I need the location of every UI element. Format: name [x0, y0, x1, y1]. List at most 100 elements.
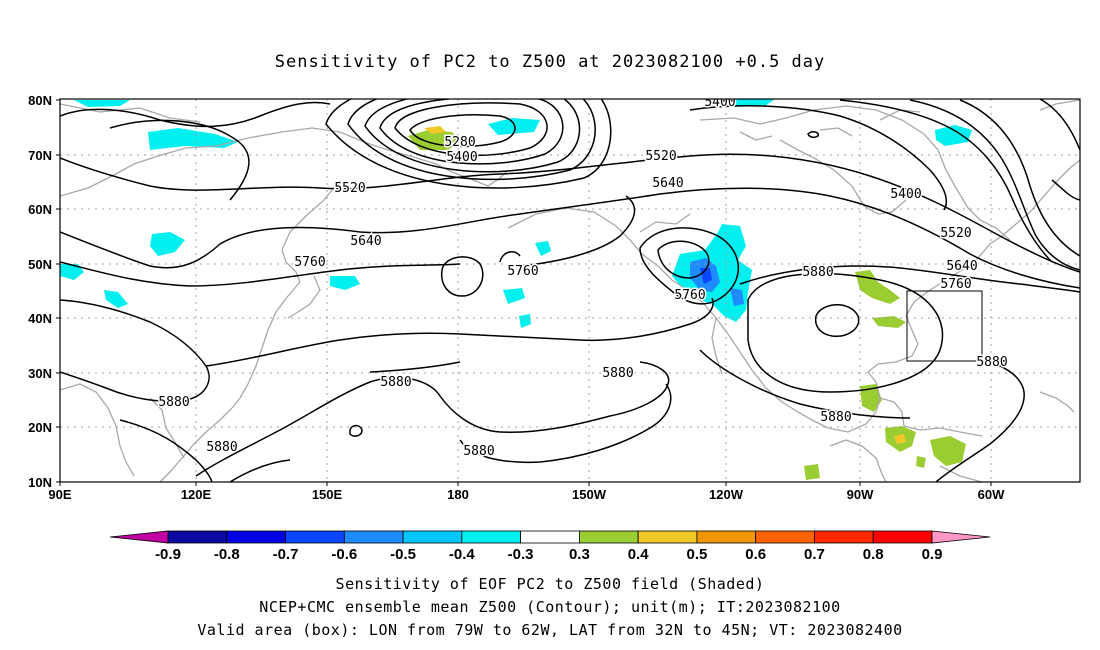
colorbar-label: 0.9 — [922, 546, 943, 563]
contour-label: 5880 — [802, 265, 833, 280]
colorbar-swatch — [755, 530, 815, 544]
coastline — [149, 397, 185, 459]
shade-positive — [930, 436, 966, 466]
colorbar-swatch — [285, 530, 345, 544]
contour-label: 5640 — [652, 176, 683, 191]
colorbar-label: -0.4 — [449, 546, 476, 563]
tick-marks — [56, 99, 992, 486]
contour-label: 5520 — [334, 181, 365, 196]
valid-area-box — [906, 290, 983, 362]
colorbar-swatch — [814, 530, 874, 544]
lon-tick-label: 60W — [978, 487, 1005, 502]
colorbar-label: 0.5 — [686, 546, 707, 563]
lon-tick-label: 180 — [447, 487, 469, 502]
shade-negative — [148, 128, 238, 150]
footer-line-2: NCEP+CMC ensemble mean Z500 (Contour); u… — [259, 598, 840, 616]
contour-5880-south — [459, 383, 672, 464]
contour-label: 5880 — [602, 366, 633, 381]
lat-tick-label: 40N — [28, 311, 52, 326]
contour-label: 5880 — [206, 440, 237, 455]
shade-negative — [150, 232, 185, 256]
shade-positive — [894, 434, 906, 444]
contour-5880-central — [369, 361, 461, 373]
lat-tick-label: 10N — [28, 475, 52, 490]
coastline — [827, 235, 1003, 433]
colorbar-swatch — [167, 530, 228, 544]
colorbar: -0.9 -0.8 -0.7 -0.6 -0.5 -0.4 -0.3 0.3 0.4 0.5 0.6… — [109, 530, 991, 563]
shade-negative — [503, 288, 525, 304]
contour-label: 5400 — [704, 95, 735, 110]
contour-5880-atl — [935, 361, 1025, 482]
coastlines — [60, 99, 1080, 482]
colorbar-high-arrow — [931, 530, 991, 544]
contour-5280-low — [409, 114, 516, 148]
contour-5880-gulf — [699, 349, 911, 419]
coastline — [1039, 99, 1080, 111]
contour-5400-east — [689, 105, 948, 211]
coastline — [657, 265, 829, 429]
contour-label: 5640 — [946, 259, 977, 274]
coastline — [159, 407, 233, 482]
contour-5760-east — [739, 265, 1080, 293]
coastline — [287, 275, 321, 319]
coastline — [1001, 159, 1080, 237]
contour-label: 5760 — [940, 277, 971, 292]
contour-5880-west — [60, 299, 210, 402]
contour-label: 5400 — [890, 187, 921, 202]
contour-label: 5640 — [350, 234, 381, 249]
contour-label: 5880 — [158, 395, 189, 410]
contour-label: 5760 — [294, 255, 325, 270]
coastline — [829, 439, 887, 482]
contour-label: 5760 — [507, 264, 538, 279]
contour-east-rings — [959, 99, 1080, 257]
contour-small-ring — [440, 256, 484, 297]
contour-label: 5880 — [380, 375, 411, 390]
contour-low-ring — [379, 99, 564, 165]
contour-5880-high-inner — [814, 304, 860, 337]
colorbar-swatch — [402, 530, 463, 544]
colorbar-swatch — [578, 530, 639, 544]
contour-low-ring — [364, 99, 581, 173]
lat-tick-label: 30N — [28, 366, 52, 381]
contour-east-rings — [1039, 99, 1080, 151]
contour-label: 5520 — [940, 226, 971, 241]
contour-5640 — [60, 187, 1080, 289]
lat-tick-label: 20N — [28, 420, 52, 435]
contour-label: 5880 — [976, 355, 1007, 370]
lon-tick-label: 150E — [312, 487, 343, 502]
lat-tick-label: 70N — [28, 148, 52, 163]
shade-negative — [488, 118, 540, 135]
lon-tick-label: 150W — [572, 487, 607, 502]
colorbar-label: -0.3 — [508, 546, 534, 563]
colorbar-label: -0.5 — [390, 546, 416, 563]
contour-5880-south-far — [229, 459, 291, 482]
shade-negative — [330, 276, 360, 290]
z500-contours — [60, 99, 1080, 482]
contour-label: 5760 — [674, 288, 705, 303]
colorbar-label: 0.3 — [569, 546, 590, 563]
contour-outer — [109, 119, 250, 201]
shade-negative — [720, 99, 775, 107]
contour-small-ring — [807, 131, 820, 139]
colorbar-swatch — [461, 530, 522, 544]
contour-labels: 5400 5280 5400 5520 5520 5640 5640 5760 … — [157, 95, 1009, 461]
figure-title: Sensitivity of PC2 to Z500 at 2023082100… — [275, 52, 826, 72]
lon-tick-label: 120W — [709, 487, 744, 502]
contour-5760 — [519, 195, 636, 267]
colorbar-label: 0.7 — [804, 546, 825, 563]
colorbar-label: -0.9 — [155, 546, 181, 563]
colorbar-swatch — [637, 530, 698, 544]
coastline — [939, 465, 983, 482]
coastline — [903, 425, 983, 437]
contour-outer — [60, 101, 331, 128]
contour-label: 5520 — [645, 149, 676, 164]
coastline — [699, 105, 1011, 241]
lon-tick-label: 90W — [847, 487, 874, 502]
colorbar-label: -0.8 — [214, 546, 240, 563]
footer-line-1: Sensitivity of EOF PC2 to Z500 field (Sh… — [336, 575, 765, 593]
colorbar-label: 0.6 — [745, 546, 766, 563]
footer-line-3: Valid area (box): LON from 79W to 62W, L… — [197, 621, 902, 639]
coastline — [281, 179, 341, 283]
contour-5760 — [639, 227, 740, 305]
